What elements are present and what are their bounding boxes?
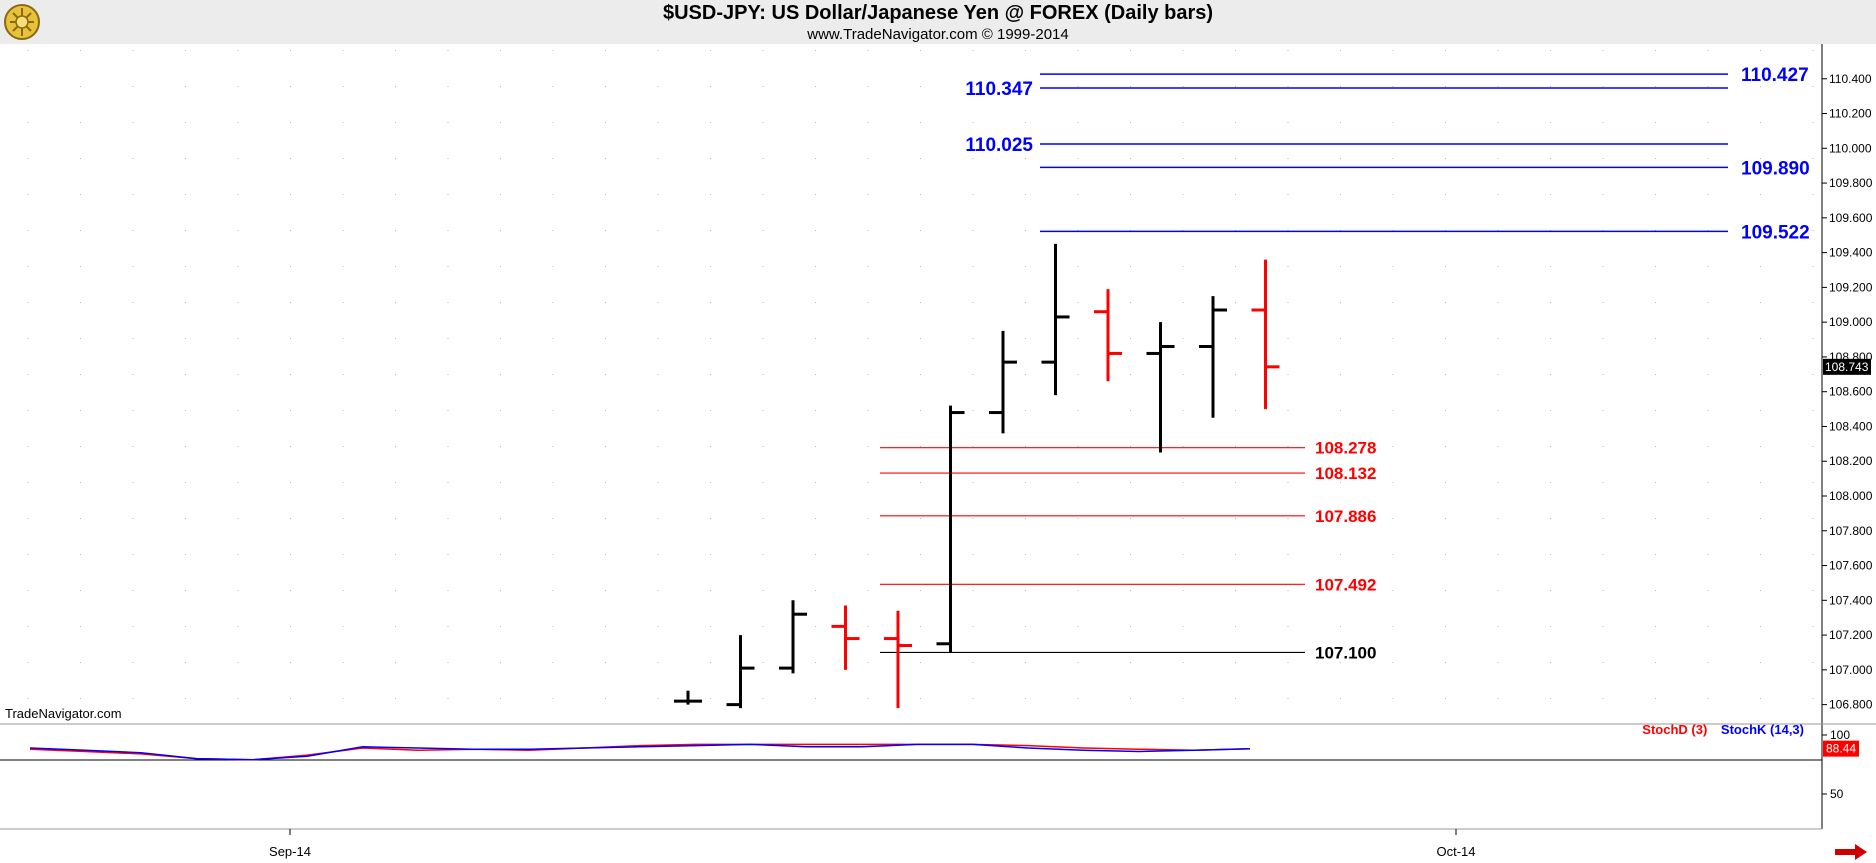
trade-navigator-logo-icon: [4, 4, 40, 40]
price-bar: [726, 635, 755, 709]
y-tick-label: 108.400: [1829, 419, 1873, 433]
target-label: 109.522: [1741, 222, 1810, 243]
price-bar: [1041, 243, 1070, 396]
last-price-label: 108.743: [1825, 360, 1869, 374]
x-tick-label: Oct-14: [1436, 844, 1475, 859]
y-tick-label: 110.000: [1829, 141, 1872, 155]
stochastic-panel: 100 50 88.44: [0, 728, 1859, 801]
scroll-right-arrow-icon[interactable]: [1835, 844, 1867, 860]
stoch-last-marker: [1823, 740, 1859, 757]
stochastic-legend: StochD (3) StochK (14,3): [1632, 722, 1804, 737]
chart-header: $USD-JPY: US Dollar/Japanese Yen @ FOREX…: [0, 0, 1876, 44]
y-tick-label: 109.800: [1829, 176, 1873, 190]
target-lines: 110.427 110.347 110.025 109.890 109.522: [965, 65, 1809, 243]
y-tick-label: 109.200: [1829, 280, 1873, 294]
y-tick-label: 107.000: [1829, 663, 1873, 677]
price-bar: [674, 690, 702, 705]
retracement-label: 107.886: [1315, 507, 1376, 526]
price-bar: [1199, 296, 1227, 418]
y-tick-label: 106.800: [1829, 698, 1873, 712]
price-bar: [884, 610, 912, 709]
price-bars: [674, 243, 1280, 709]
y-tick-label: 109.000: [1829, 315, 1873, 329]
y-tick-label: 110.200: [1829, 107, 1872, 121]
y-tick-label: 107.800: [1829, 524, 1873, 538]
y-tick-label: 108.200: [1829, 454, 1873, 468]
price-bar: [779, 600, 807, 674]
chart-subtitle: www.TradeNavigator.com © 1999-2014: [807, 26, 1069, 43]
chart-title: $USD-JPY: US Dollar/Japanese Yen @ FOREX…: [662, 2, 1214, 24]
y-tick-label: 109.600: [1829, 211, 1873, 225]
watermark-label: TradeNavigator.com: [5, 706, 122, 721]
base-line-label: 107.100: [1315, 643, 1376, 662]
y-tick-label: 108.600: [1829, 385, 1873, 399]
price-bar: [989, 330, 1017, 434]
retracement-label: 108.278: [1315, 439, 1376, 458]
y-tick-label: 107.400: [1829, 593, 1873, 607]
chart-axes: 110.400 110.200 110.000 109.800 109.600 109.4…: [0, 44, 1876, 859]
legend-stoch-k: StochK (14,3): [1720, 722, 1804, 737]
price-bar: [1146, 322, 1175, 453]
y-tick-label: 107.600: [1829, 559, 1873, 573]
stoch-last-label: 88.44: [1826, 742, 1856, 756]
retracement-label: 108.132: [1315, 464, 1376, 483]
stoch-tick-label: 50: [1830, 787, 1844, 801]
retracement-label: 107.492: [1315, 575, 1376, 594]
y-tick-label: 110.400: [1829, 72, 1872, 86]
price-bar: [831, 605, 860, 670]
legend-stoch-d: StochD (3): [1642, 722, 1708, 737]
y-tick-label: 109.400: [1829, 246, 1873, 260]
last-price-marker: [1823, 358, 1871, 375]
stoch-tick-label: 100: [1830, 728, 1850, 742]
target-label: 110.427: [1741, 65, 1809, 86]
price-bar: [1094, 289, 1122, 382]
target-label: 110.025: [965, 135, 1033, 156]
price-bar: [1251, 259, 1280, 410]
x-tick-label: Sep-14: [269, 844, 311, 859]
y-tick-label: 108.000: [1829, 489, 1873, 503]
target-label: 109.890: [1741, 158, 1810, 179]
target-label: 110.347: [965, 79, 1033, 100]
stoch-k-line: [29, 743, 1251, 761]
y-tick-label: 107.200: [1829, 628, 1873, 642]
price-bar: [936, 405, 965, 653]
